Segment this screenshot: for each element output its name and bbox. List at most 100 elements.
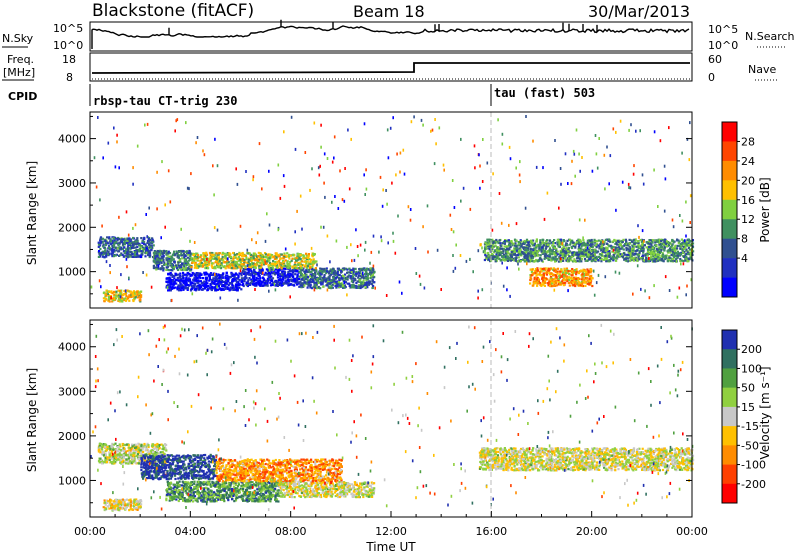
power-cell bbox=[176, 279, 179, 282]
power-cell bbox=[364, 286, 367, 289]
power-cell bbox=[614, 248, 617, 251]
power-cell bbox=[244, 266, 247, 269]
power-cell bbox=[210, 251, 213, 255]
power-cell bbox=[657, 254, 660, 257]
power-cell bbox=[370, 274, 373, 277]
power-cell bbox=[306, 260, 309, 263]
power-cell bbox=[155, 261, 158, 264]
power-cell bbox=[224, 261, 227, 264]
power-cell bbox=[105, 255, 108, 258]
power-cell bbox=[107, 294, 110, 297]
power-cell bbox=[503, 242, 506, 245]
power-cell bbox=[204, 267, 207, 270]
power-cell bbox=[553, 277, 556, 281]
power-cell bbox=[315, 269, 318, 272]
power-cell bbox=[189, 258, 192, 261]
power-cell bbox=[134, 296, 137, 299]
power-cell bbox=[250, 257, 253, 260]
power-cell bbox=[218, 276, 221, 280]
power-cell bbox=[189, 255, 192, 258]
power-cell bbox=[648, 260, 651, 263]
power-cell bbox=[115, 241, 118, 244]
power-cell bbox=[189, 264, 192, 267]
power-cell bbox=[121, 244, 125, 247]
power-cell bbox=[208, 251, 212, 255]
nave-label: Nave bbox=[748, 63, 776, 76]
power-cell bbox=[187, 251, 190, 255]
power-cell bbox=[282, 257, 285, 260]
power-cell bbox=[510, 240, 513, 243]
power-cell bbox=[685, 257, 688, 261]
power-cell bbox=[243, 258, 246, 262]
power-cell bbox=[547, 254, 550, 257]
power-cell bbox=[103, 300, 106, 303]
power-cell bbox=[600, 258, 603, 261]
power-cell bbox=[135, 249, 138, 252]
power-cell bbox=[537, 259, 540, 262]
power-cell bbox=[493, 241, 497, 244]
power-cell bbox=[575, 260, 578, 263]
power-cell bbox=[119, 298, 122, 302]
power-cell bbox=[567, 270, 570, 273]
power-cell bbox=[666, 260, 669, 263]
power-cell bbox=[499, 247, 502, 250]
power-cell bbox=[286, 266, 290, 269]
power-cell bbox=[549, 275, 553, 278]
power-cell bbox=[185, 284, 188, 287]
power-cell bbox=[545, 240, 548, 244]
power-cell bbox=[107, 242, 110, 245]
power-cell bbox=[235, 280, 238, 283]
power-cell bbox=[276, 284, 279, 287]
power-cell bbox=[158, 249, 162, 252]
power-cell bbox=[600, 240, 603, 243]
power-cell bbox=[542, 283, 545, 286]
power-cell bbox=[621, 246, 624, 249]
power-cell bbox=[124, 299, 128, 302]
power-cell bbox=[562, 249, 565, 253]
power-cell bbox=[636, 240, 639, 243]
power-cell bbox=[248, 252, 251, 255]
power-cell bbox=[542, 249, 545, 252]
power-cell bbox=[204, 277, 207, 280]
power-cell bbox=[199, 277, 202, 280]
power-cell bbox=[551, 244, 554, 247]
power-cell bbox=[315, 276, 318, 279]
power-cell bbox=[546, 251, 549, 254]
power-cell bbox=[204, 254, 207, 257]
power-cell bbox=[129, 290, 132, 293]
power-cell bbox=[606, 259, 609, 263]
power-cell bbox=[323, 270, 326, 273]
power-cell bbox=[122, 250, 125, 253]
power-cell bbox=[200, 273, 203, 277]
power-cell bbox=[635, 257, 638, 260]
power-cell bbox=[271, 263, 274, 266]
power-cell bbox=[138, 244, 141, 247]
power-cell bbox=[281, 267, 285, 270]
power-cell bbox=[206, 287, 210, 290]
power-cell bbox=[255, 276, 258, 279]
power-cell bbox=[498, 257, 501, 260]
power-cell bbox=[583, 268, 586, 272]
power-cell bbox=[650, 258, 653, 261]
power-cell bbox=[652, 239, 655, 242]
power-cell bbox=[660, 254, 663, 257]
power-cell bbox=[328, 280, 331, 284]
power-cell bbox=[485, 245, 488, 248]
power-cell bbox=[314, 271, 317, 274]
power-cell bbox=[277, 255, 280, 258]
power-cell bbox=[583, 248, 586, 251]
power-cell bbox=[541, 252, 544, 255]
power-cell bbox=[274, 284, 277, 287]
power-cell bbox=[514, 242, 517, 245]
power-cell bbox=[274, 268, 277, 271]
power-cell bbox=[185, 263, 188, 267]
power-cell bbox=[196, 277, 199, 280]
power-cell bbox=[637, 244, 640, 247]
power-cell bbox=[171, 264, 174, 267]
power-cell bbox=[208, 279, 211, 282]
power-cell bbox=[288, 283, 291, 286]
power-cell bbox=[220, 274, 223, 277]
power-cell bbox=[210, 264, 213, 267]
power-cell bbox=[161, 252, 164, 255]
power-cell bbox=[307, 255, 310, 258]
